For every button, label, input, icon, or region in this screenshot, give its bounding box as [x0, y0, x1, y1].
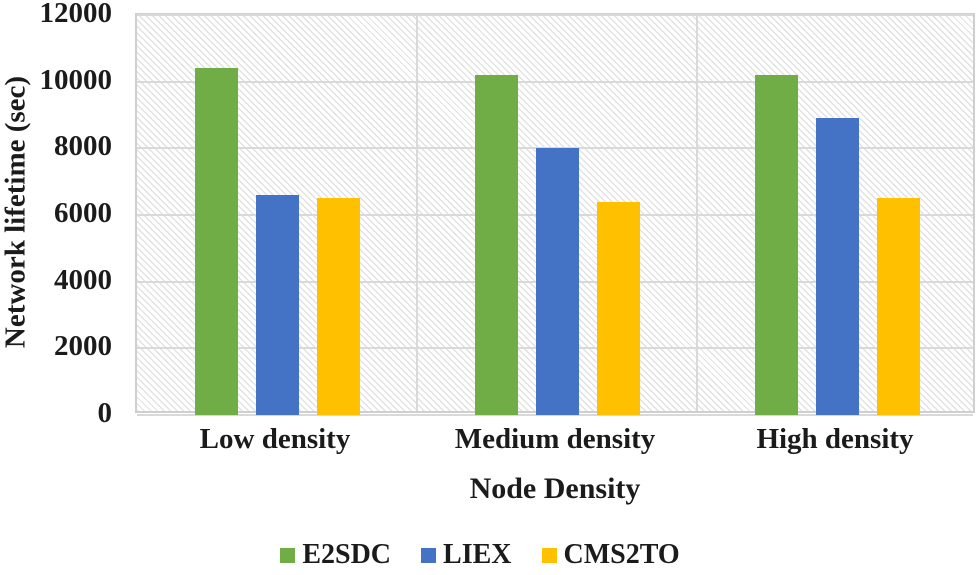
y-tick-label: 12000 [39, 0, 113, 29]
bar-liex-low-density [255, 195, 299, 415]
y-tick-label: 6000 [54, 197, 112, 229]
legend-swatch-icon [280, 547, 296, 563]
x-category-label-medium-density: Medium density [454, 423, 656, 455]
gridline [137, 14, 973, 16]
gridline [137, 414, 973, 416]
legend-item-liex: LIEX [421, 539, 512, 570]
bar-cms2to-medium-density [596, 201, 640, 415]
legend-swatch-icon [541, 547, 557, 563]
x-category-label-low-density: Low density [199, 423, 351, 455]
legend-item-e2sdc: E2SDC [280, 541, 391, 569]
legend-label: LIEX [443, 539, 512, 570]
legend-item-cms2to: CMS2TO [541, 539, 680, 570]
x-axis-title: Node Density [469, 472, 641, 505]
y-tick-label: 0 [97, 397, 113, 429]
bar-cms2to-high-density [876, 198, 920, 415]
plot-area [135, 13, 975, 416]
bar-liex-medium-density [535, 148, 579, 415]
legend-label: E2SDC [302, 539, 392, 570]
bar-liex-high-density [815, 118, 859, 415]
gridline [137, 80, 973, 83]
y-tick-label: 4000 [54, 263, 112, 296]
bar-e2sdc-high-density [754, 75, 798, 415]
y-tick-label: 10000 [39, 63, 113, 96]
legend-swatch-icon [421, 547, 437, 563]
bar-e2sdc-medium-density [474, 75, 518, 415]
legend: E2SDC LIEX CMS2TO [0, 541, 960, 569]
category-separator [696, 15, 698, 411]
category-separator [416, 15, 418, 411]
legend-label: CMS2TO [563, 539, 680, 570]
y-tick-label: 2000 [54, 330, 112, 363]
bar-e2sdc-low-density [194, 68, 238, 415]
bar-cms2to-low-density [316, 198, 360, 415]
x-category-label-high-density: High density [756, 423, 914, 455]
y-tick-label: 8000 [54, 130, 112, 163]
